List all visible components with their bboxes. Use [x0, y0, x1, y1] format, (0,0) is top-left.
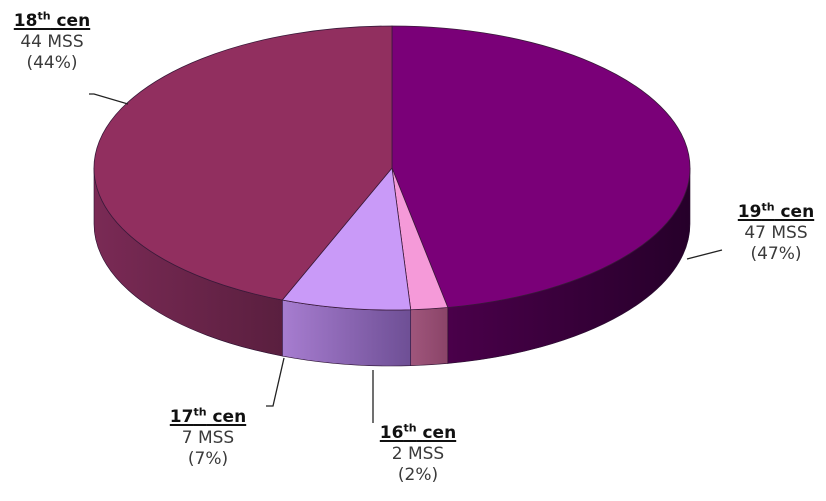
leader-line-19th — [686, 249, 723, 260]
slice-label-18th: 18th cen 44 MSS (44%) — [4, 9, 100, 74]
pie-slice-18th — [93, 25, 393, 301]
century-heading: 19th cen — [737, 200, 815, 222]
percent-label: (2%) — [397, 465, 439, 485]
pie-side-walls — [93, 167, 691, 367]
century-heading: 16th cen — [379, 421, 457, 443]
pie-top-faces — [93, 25, 691, 311]
slice-label-17th: 17th cen 7 MSS (7%) — [160, 405, 256, 470]
slice-label-19th: 19th cen 47 MSS (47%) — [728, 200, 824, 265]
pie-side-16th — [410, 307, 449, 367]
pie-slice-17th — [281, 167, 412, 311]
leader-line-18th — [89, 93, 129, 105]
mss-count: 7 MSS — [181, 428, 235, 448]
mss-count: 47 MSS — [744, 223, 808, 243]
slice-label-16th: 16th cen 2 MSS (2%) — [370, 421, 466, 486]
pie-slice-19th — [391, 25, 691, 308]
percent-label: (44%) — [26, 53, 78, 73]
mss-count: 2 MSS — [391, 444, 445, 464]
century-heading: 17th cen — [169, 405, 247, 427]
century-heading: 18th cen — [13, 9, 91, 31]
leader-lines — [89, 93, 723, 423]
mss-count: 44 MSS — [20, 32, 84, 52]
percent-label: (47%) — [750, 244, 802, 264]
leader-line-17th — [266, 357, 285, 407]
percent-label: (7%) — [187, 449, 229, 469]
